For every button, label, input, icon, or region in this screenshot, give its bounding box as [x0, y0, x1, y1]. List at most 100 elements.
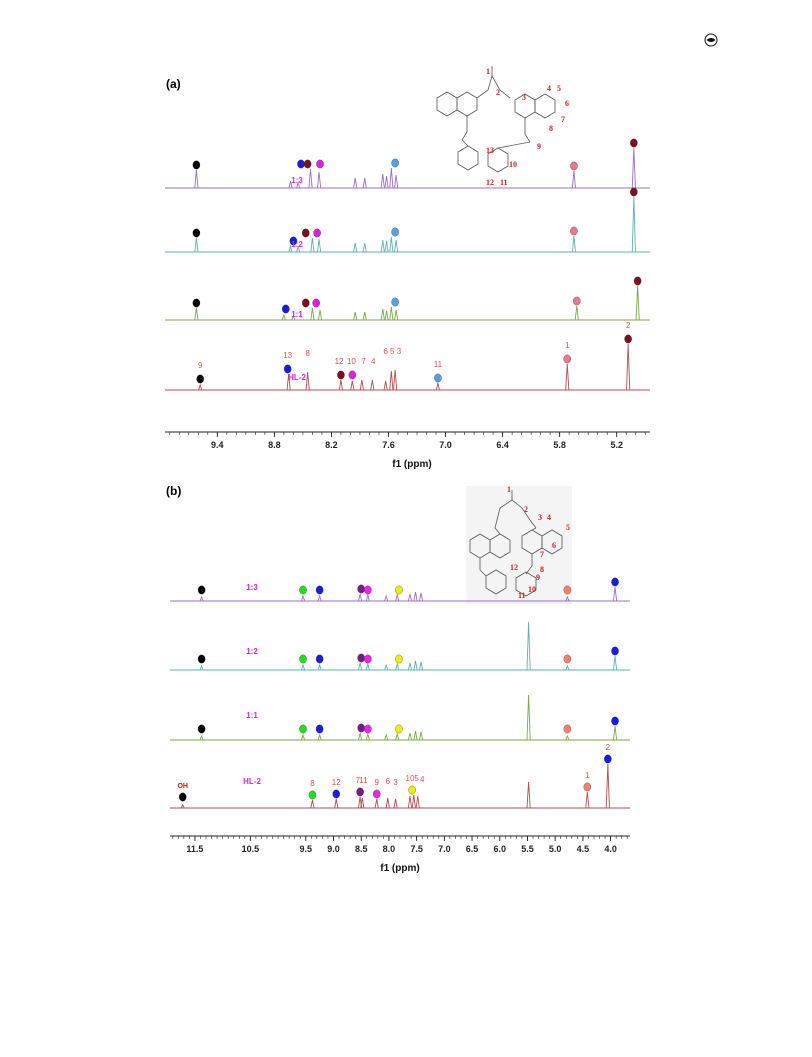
- spectrum-peak: [605, 763, 610, 809]
- peak-marker: [372, 789, 381, 799]
- peak-assignment-label: 5: [414, 774, 419, 783]
- spectrum-peak: [395, 662, 400, 671]
- peak-marker: [299, 585, 307, 595]
- spectrum-peak: [526, 621, 531, 671]
- spectrum-peak: [565, 595, 570, 602]
- series-label: 1:2: [291, 240, 303, 249]
- spectrum-peak: [626, 343, 631, 391]
- peak-marker: [633, 276, 642, 286]
- structure-number: 6: [565, 99, 569, 108]
- spectrum-peak: [413, 591, 418, 602]
- spectrum-peak: [384, 240, 389, 253]
- spectrum-peak: [384, 733, 389, 741]
- structure-number: 12: [510, 563, 518, 572]
- spectrum-HL-2: HL-2OH 8 12 7 11 9 6 3 10 5 4 12: [170, 743, 630, 809]
- spectrum-peak: [419, 661, 424, 671]
- spectrum-peak: [365, 662, 370, 671]
- x-tick-label: 4.5: [577, 844, 590, 854]
- peak-marker: [583, 782, 592, 792]
- spectrum-1:1: 1:1: [170, 694, 630, 741]
- peak-marker: [301, 298, 310, 308]
- series-label: 1:3: [291, 176, 303, 185]
- spectrum-peak: [334, 798, 339, 809]
- peak-marker: [289, 236, 298, 246]
- spectrum-peak: [394, 309, 399, 321]
- peak-assignment-label: 2: [626, 321, 631, 330]
- structure-number: 1: [486, 67, 490, 76]
- peak-assignment-label: 6: [383, 347, 388, 356]
- spectrum-peak: [384, 663, 389, 671]
- peak-marker: [178, 792, 187, 802]
- series-label: 1:1: [291, 310, 303, 319]
- spectrum-peak: [317, 309, 323, 321]
- spectrum-peak: [359, 379, 364, 391]
- spectrum-peak: [362, 242, 367, 253]
- spectrum-peak: [413, 660, 418, 671]
- structure-number: 2: [524, 505, 528, 514]
- peak-marker: [283, 364, 292, 374]
- peak-marker: [192, 228, 201, 238]
- peak-assignment-label: 7: [356, 776, 361, 785]
- structure-number: 9: [537, 142, 541, 151]
- peak-marker: [316, 159, 324, 169]
- peak-assignment-label: 8: [305, 349, 310, 358]
- peak-marker: [395, 585, 403, 595]
- spectrum-peak: [308, 168, 313, 189]
- peak-marker: [332, 789, 341, 799]
- series-label: HL-2: [288, 373, 306, 382]
- peak-marker: [364, 724, 372, 734]
- spectrum-peak: [565, 734, 570, 741]
- peak-marker: [299, 724, 307, 734]
- spectrum-peak: [194, 307, 199, 321]
- peak-assignment-label: 4: [420, 775, 425, 784]
- peak-marker: [192, 298, 201, 308]
- x-tick-label: 8.2: [325, 440, 338, 450]
- spectrum-peak: [407, 662, 413, 671]
- spectrum-peak: [407, 795, 413, 809]
- x-tick-label: 5.0: [549, 844, 562, 854]
- series-label: 1:1: [246, 711, 258, 720]
- structure-number: 1: [507, 485, 511, 494]
- spectrum-peak: [365, 593, 370, 602]
- structure-number: 8: [549, 124, 553, 133]
- peak-marker: [573, 296, 581, 306]
- structure-number: 7: [561, 115, 565, 124]
- spectrum-peak: [288, 180, 293, 189]
- panel-b: (b) 1 2 3 4 5: [166, 484, 630, 874]
- structure-number: 10: [509, 160, 517, 169]
- spectrum-peak: [394, 174, 399, 189]
- spectrum-peak: [389, 370, 394, 391]
- structure-number: 8: [540, 565, 544, 574]
- peak-marker: [315, 724, 324, 734]
- structure-number: 13: [486, 146, 494, 155]
- peak-assignment-label: 5: [390, 347, 395, 356]
- panel-b-label: (b): [166, 484, 181, 498]
- spectrum-peak: [612, 655, 618, 671]
- spectrum-peak: [310, 307, 315, 321]
- spectrum-peak: [384, 175, 389, 189]
- spectrum-peak: [317, 238, 322, 253]
- structure-number: 11: [500, 178, 508, 187]
- structure-number: 5: [557, 84, 561, 93]
- spectrum-peak: [380, 308, 385, 321]
- spectrum-peak: [300, 594, 306, 602]
- spectrum-peak: [288, 244, 293, 253]
- spectrum-peak: [565, 664, 570, 671]
- spectrum-peak: [317, 594, 322, 602]
- spectrum-peak: [631, 147, 636, 189]
- peak-marker: [197, 654, 206, 664]
- spectrum-peak: [526, 694, 531, 741]
- spectrum-peak: [286, 373, 291, 391]
- spectrum-peak: [194, 169, 199, 189]
- spectrum-peak: [310, 799, 315, 809]
- peak-assignment-label: 2: [606, 743, 611, 752]
- spectrum-peak: [383, 380, 388, 391]
- structure-number: 3: [538, 513, 542, 522]
- spectrum-peak: [585, 791, 590, 809]
- spectrum-peak: [180, 804, 185, 809]
- x-tick-label: 11.5: [186, 844, 203, 854]
- peak-marker: [364, 585, 372, 595]
- spectrum-peak: [411, 794, 416, 809]
